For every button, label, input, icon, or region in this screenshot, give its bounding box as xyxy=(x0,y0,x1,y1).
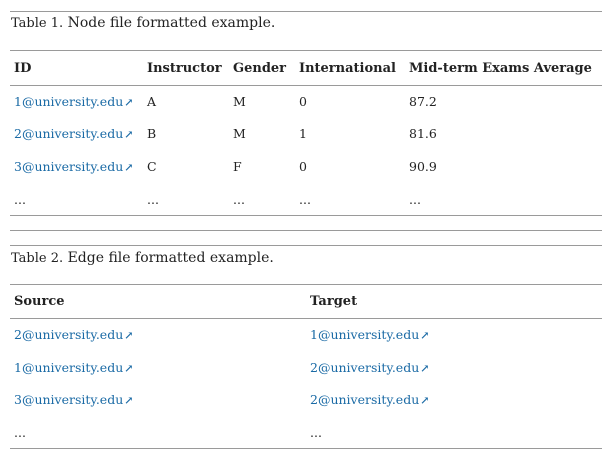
table1-header-gender: Gender xyxy=(233,61,287,76)
table2-row2-source: 1@university.edu xyxy=(14,360,124,375)
external-link-icon: ↗ xyxy=(124,362,134,375)
table1-row3-id: 3@university.edu xyxy=(14,159,124,174)
table2-header-source: Source xyxy=(14,294,65,309)
external-link-icon: ↗ xyxy=(124,329,134,342)
table1-row4-international: ... xyxy=(299,192,311,207)
table1-header-instructor: Instructor xyxy=(147,61,222,76)
table2-caption: Table 2. Edge file formatted example. xyxy=(11,250,274,266)
table1-row4-id: ... xyxy=(14,192,26,207)
table1-row2-id-link[interactable]: 2@university.edu↗ xyxy=(14,126,133,143)
table1-caption-label: Table 1. xyxy=(11,16,64,31)
table1-row2-midterm: 81.6 xyxy=(409,126,437,141)
table2-row3-target: 2@university.edu xyxy=(310,392,420,407)
table1-header-midterm-average: Mid-term Exams Average xyxy=(409,61,592,76)
table2-header-bottom-rule xyxy=(10,318,602,319)
table1-caption-text: Node file formatted example. xyxy=(67,15,276,31)
table1-bottom-rule xyxy=(10,215,602,216)
table1-header-bottom-rule xyxy=(10,85,602,86)
table1-row3-midterm: 90.9 xyxy=(409,159,437,174)
table2-row1-target-link[interactable]: 1@university.edu↗ xyxy=(310,327,429,344)
table2-row2-target-link[interactable]: 2@university.edu↗ xyxy=(310,360,429,377)
table1-row1-instructor: A xyxy=(147,94,157,109)
table1-header-international: International xyxy=(299,61,396,76)
table2-row2-source-link[interactable]: 1@university.edu↗ xyxy=(14,360,133,377)
table1-row4-midterm: ... xyxy=(409,192,421,207)
table2-bottom-rule xyxy=(10,448,602,449)
table2-row3-target-link[interactable]: 2@university.edu↗ xyxy=(310,392,429,409)
table1-row1-midterm: 87.2 xyxy=(409,94,437,109)
table2-row1-target: 1@university.edu xyxy=(310,327,420,342)
table2-row3-source: 3@university.edu xyxy=(14,392,124,407)
external-link-icon: ↗ xyxy=(124,394,134,407)
table1-row2-international: 1 xyxy=(299,126,307,141)
external-link-icon: ↗ xyxy=(124,128,134,141)
external-link-icon: ↗ xyxy=(420,362,430,375)
table2-row4-target: ... xyxy=(310,425,322,440)
table1-row1-international: 0 xyxy=(299,94,307,109)
table2-row4-source: ... xyxy=(14,425,26,440)
table2-row2-target: 2@university.edu xyxy=(310,360,420,375)
table1-row3-gender: F xyxy=(233,159,242,174)
table1-row1-gender: M xyxy=(233,94,246,109)
table2-row3-source-link[interactable]: 3@university.edu↗ xyxy=(14,392,133,409)
external-link-icon: ↗ xyxy=(420,394,430,407)
external-link-icon: ↗ xyxy=(124,96,134,109)
section-separator-rule xyxy=(10,230,602,231)
table2-header-top-rule xyxy=(10,284,602,285)
table2-header-target: Target xyxy=(310,294,358,309)
table2-caption-label: Table 2. xyxy=(11,251,64,266)
table1-header-top-rule xyxy=(10,50,602,51)
table1-row2-id: 2@university.edu xyxy=(14,126,124,141)
table2-caption-text: Edge file formatted example. xyxy=(67,250,274,266)
table1-row2-instructor: B xyxy=(147,126,157,141)
external-link-icon: ↗ xyxy=(124,161,134,174)
table1-row1-id: 1@university.edu xyxy=(14,94,124,109)
table1-row4-instructor: ... xyxy=(147,192,159,207)
table1-row4-gender: ... xyxy=(233,192,245,207)
table1-header-id: ID xyxy=(14,61,32,76)
table2-top-rule xyxy=(10,245,602,246)
table1-row2-gender: M xyxy=(233,126,246,141)
table1-row1-id-link[interactable]: 1@university.edu↗ xyxy=(14,94,133,111)
table1-top-rule xyxy=(10,11,602,12)
external-link-icon: ↗ xyxy=(420,329,430,342)
table2-row1-source-link[interactable]: 2@university.edu↗ xyxy=(14,327,133,344)
table1-row3-id-link[interactable]: 3@university.edu↗ xyxy=(14,159,133,176)
table1-row3-instructor: C xyxy=(147,159,157,174)
table2-row1-source: 2@university.edu xyxy=(14,327,124,342)
table1-caption: Table 1. Node file formatted example. xyxy=(11,15,275,31)
table1-row3-international: 0 xyxy=(299,159,307,174)
